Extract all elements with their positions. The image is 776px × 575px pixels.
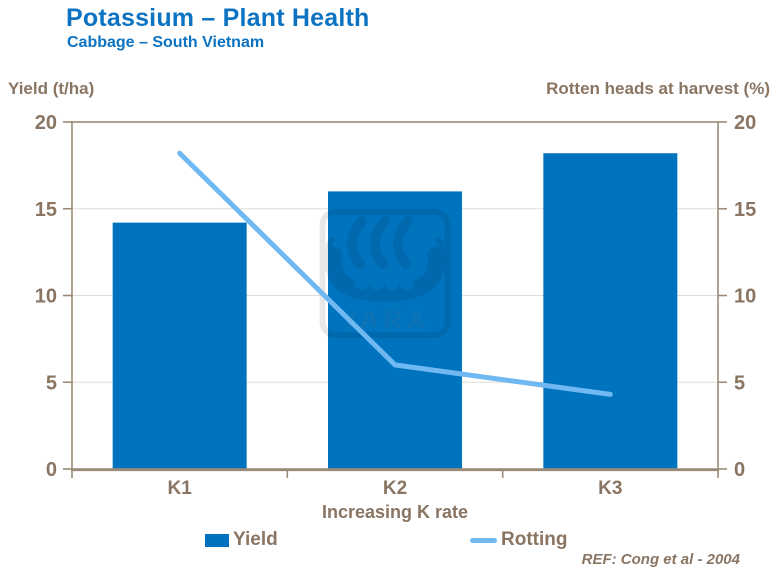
bar-yield-K2 [328,191,462,469]
x-tick-label-K2: K2 [383,478,407,499]
x-tick-label-K3: K3 [598,478,622,499]
legend-label-yield: Yield [233,529,278,550]
yara-watermark: YARA [310,209,462,338]
y-tick-label-left-5: 5 [46,372,57,394]
left-axis-title: Yield (t/ha) [8,79,95,98]
y-tick-label-left-10: 10 [35,286,57,308]
legend-item-yield: Yield [205,529,278,551]
page-subtitle: Cabbage – South Vietnam [67,34,265,51]
reference-note: REF: Cong et al - 2004 [581,551,740,568]
y-tick-label-left-0: 0 [46,459,57,481]
y-tick-label-right-0: 0 [734,459,745,481]
line-rotting [177,150,613,397]
y-tick-label-right-10: 10 [734,286,756,308]
y-tick-label-right-5: 5 [734,372,745,394]
y-tick-label-left-20: 20 [35,112,57,134]
bar-yield-K1 [112,222,247,469]
x-axis-title: Increasing K rate [321,502,469,522]
bar-yield-K3 [543,153,678,470]
watermark-text: YARA [340,305,430,335]
legend-label-rotting: Rotting [501,529,568,550]
page-title: Potassium – Plant Health [66,4,370,32]
viking-ship-icon [310,216,462,312]
rotting-swatch-icon [470,537,497,543]
y-tick-label-right-20: 20 [734,112,756,134]
watermark-border [319,209,451,338]
yield-swatch-icon [205,533,229,547]
x-tick-label-K1: K1 [168,478,193,499]
y-tick-label-left-15: 15 [35,199,57,221]
right-axis-title: Rotten heads at harvest (%) [546,79,770,98]
legend-item-rotting: Rotting [470,529,567,551]
y-tick-label-right-15: 15 [734,199,756,221]
